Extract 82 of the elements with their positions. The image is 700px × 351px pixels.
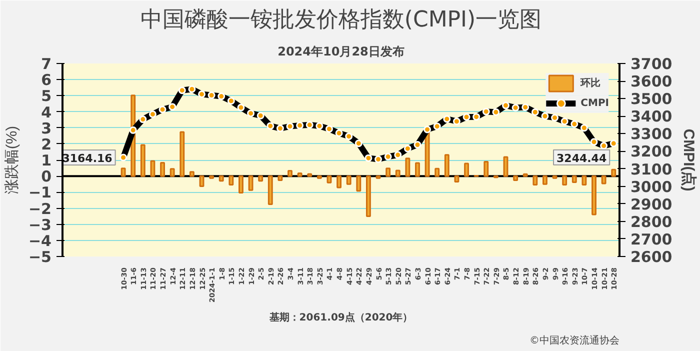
y-tick-label: −5	[28, 248, 52, 266]
bar	[258, 175, 264, 182]
bar	[307, 173, 312, 177]
text: 基期：2061.09点（2020年）	[268, 312, 413, 324]
y-tick-label: 2	[41, 135, 52, 154]
bar	[611, 168, 616, 177]
bar	[297, 172, 302, 177]
bar	[336, 175, 342, 188]
y2-tick-label: 3300	[630, 125, 672, 144]
y-tick-label: 4	[41, 103, 52, 122]
legend-label: 环比	[580, 76, 601, 90]
bar	[582, 175, 587, 186]
y-tick-label: −4	[28, 232, 52, 250]
bar	[356, 175, 362, 192]
bar	[454, 175, 460, 182]
y-tick-label: 5	[41, 87, 52, 106]
y-axis-title: 涨跌幅(%)	[3, 126, 20, 194]
y2-tick-label: 2600	[630, 248, 672, 266]
bar	[386, 168, 391, 177]
bar	[572, 175, 577, 183]
bar	[199, 175, 204, 187]
chart-title: 中国磷酸一铵批发价格指数(CMPI)一览图	[140, 8, 542, 32]
bar	[415, 162, 420, 177]
data-label: 3164.16	[62, 152, 113, 166]
legend-label: CMPI	[580, 98, 609, 108]
y2-tick-label: 3100	[630, 160, 672, 178]
y2-tick-label: 2800	[630, 212, 672, 231]
bar	[218, 175, 224, 182]
bar	[434, 168, 440, 177]
y-tick-label: 7	[41, 55, 52, 73]
bar	[503, 156, 508, 177]
y-tick-label: −3	[28, 216, 52, 234]
bar	[562, 175, 568, 186]
bar	[248, 175, 254, 191]
bar	[552, 175, 558, 179]
bar	[532, 175, 538, 186]
y2-tick-label: 2900	[630, 195, 672, 214]
bar	[395, 170, 400, 177]
bar	[316, 175, 322, 179]
y-tick-label: −1	[28, 184, 52, 202]
bar	[542, 175, 548, 185]
bar	[405, 158, 410, 177]
bar	[140, 144, 146, 177]
bar	[444, 154, 450, 177]
y2-tick-label: 3400	[630, 108, 672, 126]
chart-subtitle: 2024年10月28日发布	[278, 44, 404, 58]
y2-tick-label: 3200	[630, 142, 672, 161]
bar	[424, 131, 430, 177]
bar	[513, 175, 518, 182]
bar	[120, 168, 126, 177]
bar	[601, 175, 606, 184]
bar	[288, 170, 292, 177]
text: ©中国农资流通协会	[530, 334, 620, 346]
y2-tick-label: 3000	[630, 178, 672, 196]
bar	[464, 162, 469, 177]
data-label: 3244.44	[556, 152, 607, 165]
bar	[268, 175, 273, 205]
y2-tick-label: 2700	[630, 230, 672, 248]
y2-tick-label: 3600	[630, 72, 672, 91]
y2-axis-title: CMPI(点)	[680, 128, 698, 192]
bar	[180, 131, 185, 177]
y-tick-label: −2	[28, 200, 52, 218]
bar	[189, 171, 194, 177]
bar	[376, 175, 381, 179]
bar	[209, 175, 214, 179]
y-tick-label: 0	[41, 168, 52, 186]
bar	[278, 175, 283, 182]
y-tick-label: 6	[41, 71, 52, 90]
bar	[366, 175, 371, 218]
bar	[170, 168, 175, 177]
bar	[326, 175, 332, 184]
bar	[484, 161, 489, 177]
bar	[346, 175, 352, 185]
y2-tick-label: 3700	[630, 55, 672, 73]
bar	[592, 175, 596, 216]
bar	[228, 175, 234, 186]
y-tick-label: 3	[41, 119, 52, 138]
bar	[150, 160, 156, 177]
bar	[160, 162, 165, 177]
bar	[238, 175, 244, 194]
y-tick-label: 1	[41, 152, 52, 170]
y2-tick-label: 3500	[630, 90, 672, 108]
